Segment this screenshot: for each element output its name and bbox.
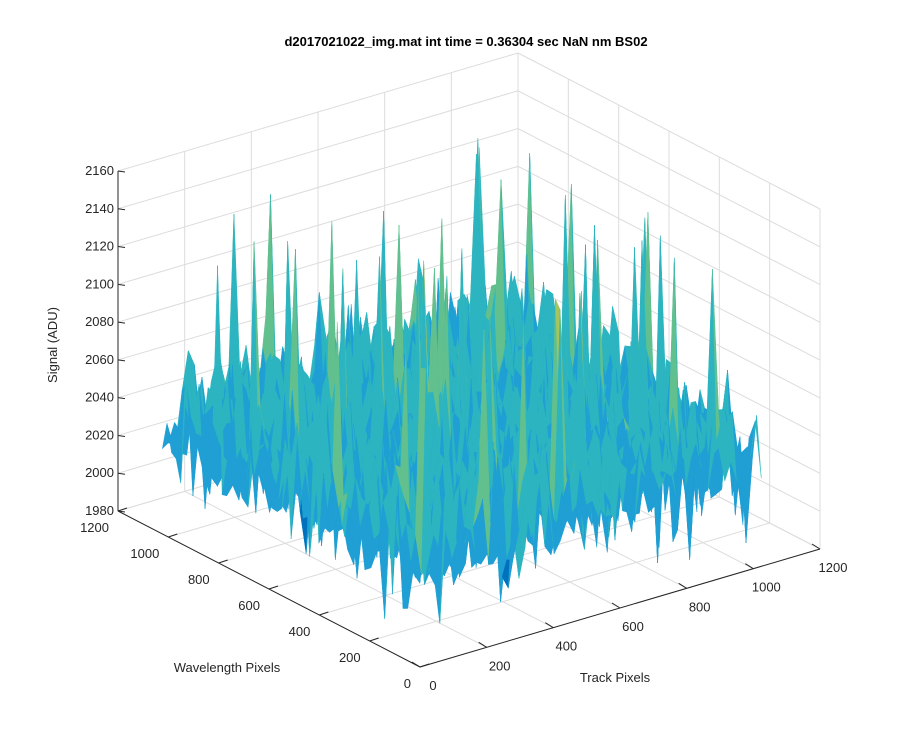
- z-tick-label: 2000: [85, 465, 114, 480]
- y-tick-mark: [268, 585, 279, 590]
- y-tick-label: 1200: [80, 520, 109, 535]
- x-axis-ticks: 0 200 400 600 800 1000 1200: [429, 560, 847, 693]
- z-tick-mark: [117, 510, 126, 513]
- z-tick-label: 2100: [85, 276, 114, 291]
- x-tick-label: 200: [489, 658, 511, 673]
- z-tick-label: 1980: [85, 503, 114, 518]
- side-wall-gridline: [517, 165, 821, 323]
- y-tick-mark: [168, 533, 178, 538]
- z-tick-label: 2120: [85, 239, 114, 254]
- z-tick-mark: [117, 246, 126, 249]
- z-tick-label: 2080: [85, 314, 114, 329]
- y-tick-label: 400: [289, 624, 311, 639]
- z-tick-mark: [117, 397, 126, 400]
- back-wall-gridline: [117, 128, 519, 248]
- back-wall-gridline: [117, 203, 519, 323]
- x-tick-mark: [745, 563, 754, 570]
- surface-patch: [750, 415, 762, 479]
- surface-mesh: [161, 138, 762, 624]
- x-tick-label: 1200: [819, 560, 848, 575]
- z-tick-mark: [117, 472, 126, 475]
- back-wall-gridline: [117, 52, 519, 172]
- x-tick-mark: [678, 582, 687, 589]
- y-tick-mark: [319, 611, 329, 616]
- x-tick-mark: [545, 622, 554, 629]
- y-tick-mark: [419, 663, 430, 668]
- back-wall-gridline: [117, 165, 519, 285]
- x-tick-label: 400: [555, 639, 577, 654]
- z-tick-mark: [117, 283, 126, 286]
- side-wall-gridline: [517, 90, 821, 248]
- side-wall-gridline: [517, 128, 821, 285]
- floor-gridline: [369, 522, 770, 642]
- x-tick-mark: [611, 602, 621, 609]
- side-wall-gridline: [517, 52, 821, 210]
- back-wall-gridline: [117, 90, 519, 210]
- y-tick-label: 1000: [130, 546, 159, 561]
- x-tick-label: 800: [689, 599, 711, 614]
- z-tick-label: 2040: [85, 390, 114, 405]
- z-tick-mark: [117, 321, 126, 324]
- z-tick-mark: [117, 170, 126, 173]
- y-tick-mark: [369, 637, 379, 642]
- x-tick-mark: [478, 641, 487, 648]
- y-tick-label: 600: [238, 598, 260, 613]
- x-tick-label: 1000: [752, 580, 781, 595]
- y-tick-label: 0: [404, 676, 411, 691]
- axes-lines: [117, 170, 821, 668]
- z-tick-label: 2020: [85, 427, 114, 442]
- y-tick-mark: [218, 559, 228, 564]
- y-tick-label: 800: [188, 572, 210, 587]
- y-axis-label: Wavelength Pixels: [174, 660, 281, 675]
- z-tick-mark: [117, 208, 126, 211]
- z-axis-label: Signal (ADU): [45, 307, 60, 383]
- x-tick-mark: [811, 543, 821, 550]
- z-tick-mark: [117, 434, 126, 437]
- y-tick-mark: [117, 507, 128, 512]
- z-tick-label: 2140: [85, 201, 114, 216]
- y-axis-ticks: 0 200 400 600 800 1000 1200: [80, 520, 411, 691]
- x-axis-label: Track Pixels: [580, 670, 651, 685]
- z-tick-label: 2160: [85, 163, 114, 178]
- z-tick-label: 2060: [85, 352, 114, 367]
- x-tick-label: 600: [622, 619, 644, 634]
- x-tick-label: 0: [429, 678, 436, 693]
- z-axis-ticks: 1980 2000 2020 2040 2060 2080 2100 2120 2140 2160: [85, 163, 114, 518]
- y-tick-label: 200: [339, 650, 361, 665]
- side-wall-gridline: [517, 203, 821, 361]
- back-wall-gridline: [117, 241, 519, 361]
- x-tick-mark: [411, 661, 421, 668]
- z-tick-mark: [117, 359, 126, 362]
- chart-title: d2017021022_img.mat int time = 0.36304 s…: [284, 34, 647, 49]
